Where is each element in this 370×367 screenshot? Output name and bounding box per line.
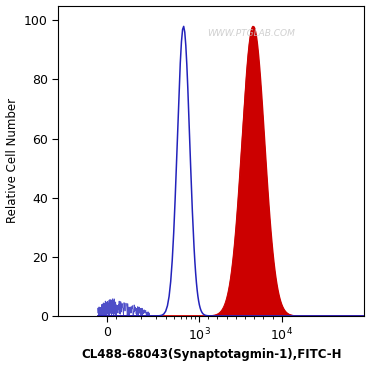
Y-axis label: Relative Cell Number: Relative Cell Number [6, 98, 18, 223]
X-axis label: CL488-68043(Synaptotagmin-1),FITC-H: CL488-68043(Synaptotagmin-1),FITC-H [81, 348, 342, 361]
Text: WWW.PTGLAB.COM: WWW.PTGLAB.COM [207, 29, 295, 38]
